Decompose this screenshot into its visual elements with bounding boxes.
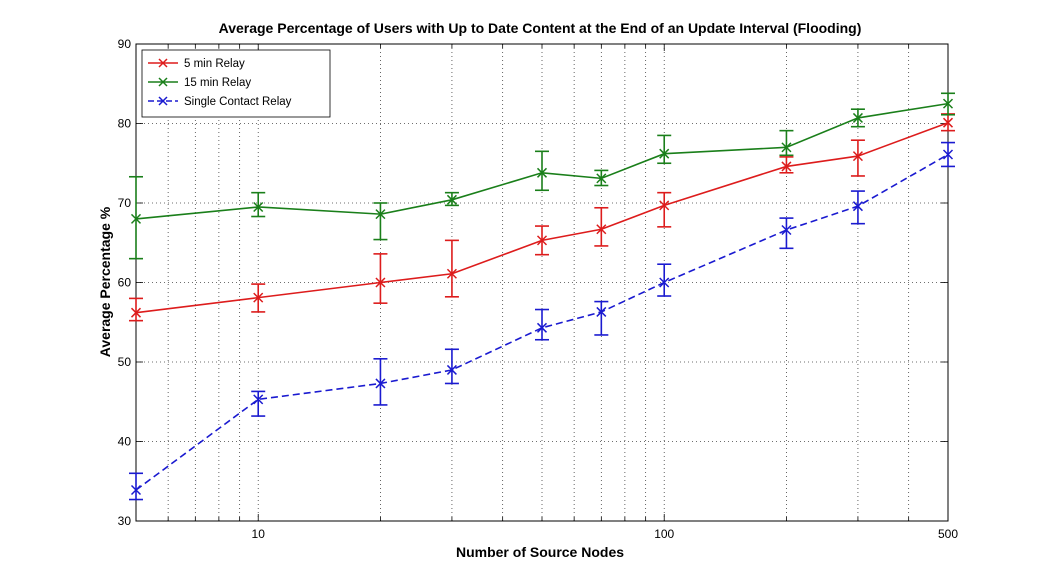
data-point-5-min-relay bbox=[942, 117, 954, 128]
data-point-single-contact-relay bbox=[659, 277, 670, 288]
data-point-single-contact-relay bbox=[446, 364, 457, 375]
data-point-15-min-relay bbox=[253, 201, 264, 213]
data-point-15-min-relay bbox=[942, 98, 954, 109]
data-point-5-min-relay bbox=[659, 200, 670, 211]
data-point-single-contact-relay bbox=[852, 201, 863, 212]
plot-area: 10 100 500 30 40 50 60 70 80 90 5 min Relay 15 min … bbox=[118, 37, 959, 541]
chart-title: Average Percentage of Users with Up to D… bbox=[219, 20, 862, 36]
x-tick-label: 10 bbox=[252, 527, 266, 541]
data-point-5-min-relay bbox=[253, 292, 264, 303]
data-point-15-min-relay bbox=[596, 173, 607, 184]
data-point-15-min-relay bbox=[852, 112, 863, 123]
data-point-15-min-relay bbox=[781, 142, 792, 153]
x-axis-title: Number of Source Nodes bbox=[456, 544, 624, 560]
data-point-single-contact-relay bbox=[596, 306, 607, 317]
legend-box bbox=[141, 49, 331, 118]
legend-label: 15 min Relay bbox=[184, 77, 251, 89]
data-point-15-min-relay bbox=[446, 194, 457, 205]
legend-marker bbox=[158, 58, 168, 68]
x-tick-label: 100 bbox=[654, 527, 674, 541]
data-point-15-min-relay bbox=[375, 209, 386, 220]
data-point-5-min-relay bbox=[375, 277, 386, 288]
y-tick-label: 30 bbox=[118, 514, 132, 528]
data-point-5-min-relay bbox=[596, 224, 607, 235]
data-point-5-min-relay bbox=[852, 151, 863, 162]
series-line-single-contact-relay bbox=[135, 153, 949, 491]
y-axis-title: Average Percentage % bbox=[97, 206, 113, 357]
x-tick-label: 500 bbox=[938, 527, 958, 541]
legend-marker bbox=[158, 77, 168, 87]
data-point-single-contact-relay bbox=[375, 378, 386, 389]
y-tick-label: 60 bbox=[118, 276, 132, 290]
y-tick-label: 70 bbox=[118, 196, 132, 210]
data-point-15-min-relay bbox=[130, 213, 142, 224]
data-point-15-min-relay bbox=[536, 167, 548, 178]
series-line-5-min-relay bbox=[135, 121, 949, 314]
data-point-single-contact-relay bbox=[781, 224, 792, 236]
legend-marker bbox=[158, 96, 168, 106]
data-point-5-min-relay bbox=[781, 161, 792, 172]
data-point-single-contact-relay bbox=[536, 322, 548, 333]
data-point-15-min-relay bbox=[659, 148, 670, 159]
y-tick-label: 40 bbox=[118, 435, 132, 449]
axes-box bbox=[135, 43, 949, 522]
data-point-5-min-relay bbox=[446, 268, 457, 279]
legend-label: 5 min Relay bbox=[184, 58, 245, 70]
y-tick-label: 50 bbox=[118, 355, 132, 369]
y-tick-label: 80 bbox=[118, 117, 132, 131]
y-tick-label: 90 bbox=[118, 37, 132, 51]
data-point-single-contact-relay bbox=[253, 394, 264, 405]
series-line-15-min-relay bbox=[135, 102, 949, 220]
data-point-single-contact-relay bbox=[942, 149, 954, 160]
data-point-5-min-relay bbox=[536, 235, 548, 246]
legend-label: Single Contact Relay bbox=[184, 96, 292, 108]
data-point-single-contact-relay bbox=[130, 484, 142, 496]
data-point-5-min-relay bbox=[130, 307, 142, 318]
